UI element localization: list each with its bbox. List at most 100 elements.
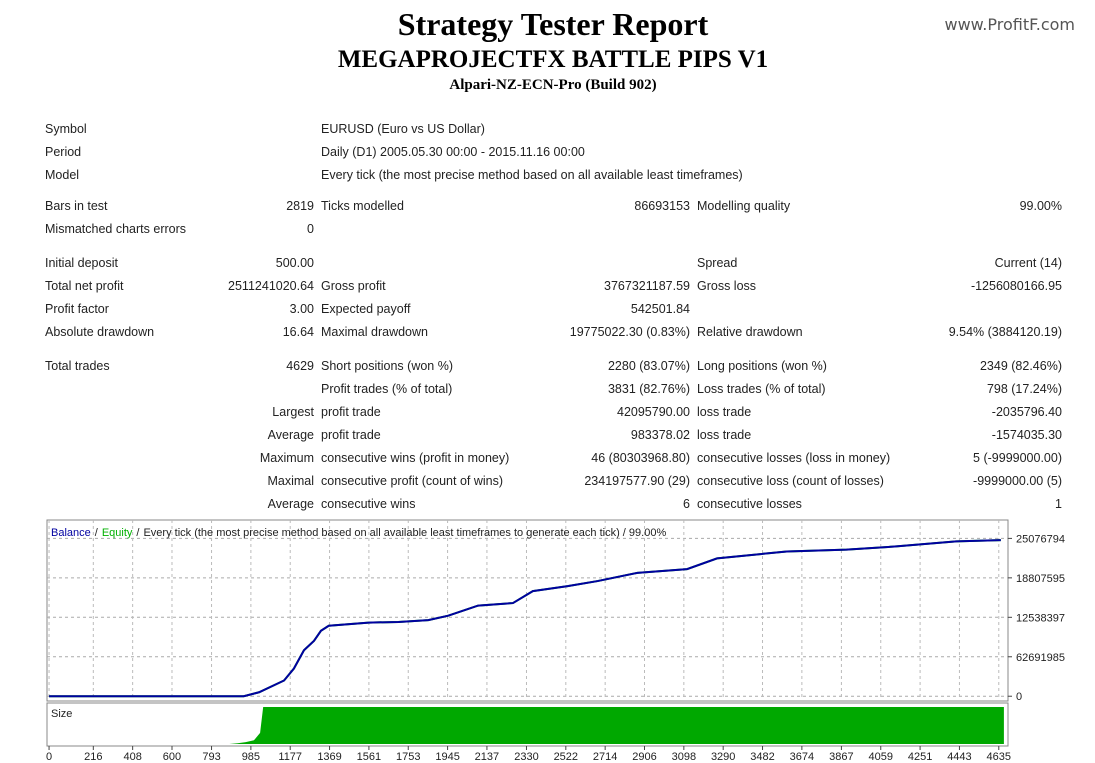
table-cell: 3831 (82.76%) xyxy=(608,382,690,396)
table-cell: -1256080166.95 xyxy=(971,279,1062,293)
table-cell: Profit factor xyxy=(45,302,109,316)
x-tick-label: 2714 xyxy=(593,751,617,763)
x-tick-label: 1753 xyxy=(396,751,420,763)
table-cell: 6 xyxy=(683,497,690,511)
table-cell: consecutive losses (loss in money) xyxy=(697,451,890,465)
x-tick-label: 3482 xyxy=(750,751,774,763)
table-cell: Absolute drawdown xyxy=(45,325,154,339)
table-cell: Largest xyxy=(272,405,314,419)
table-cell: Maximal drawdown xyxy=(321,325,428,339)
x-tick-label: 3098 xyxy=(672,751,696,763)
table-cell: Bars in test xyxy=(45,199,108,213)
table-cell: 3767321187.59 xyxy=(604,279,690,293)
legend-entry: Equity xyxy=(102,527,133,539)
table-cell: -2035796.40 xyxy=(992,405,1062,419)
report-title: Strategy Tester Report xyxy=(398,6,709,42)
x-tick-label: 2330 xyxy=(514,751,538,763)
table-cell: Average xyxy=(268,497,314,511)
table-cell: loss trade xyxy=(697,428,751,442)
table-cell: -1574035.30 xyxy=(992,428,1062,442)
x-tick-label: 985 xyxy=(242,751,260,763)
table-cell: consecutive losses xyxy=(697,497,802,511)
table-cell: Spread xyxy=(697,256,737,270)
table-cell: 46 (80303968.80) xyxy=(591,451,690,465)
table-cell: consecutive profit (count of wins) xyxy=(321,474,503,488)
table-cell: Ticks modelled xyxy=(321,199,404,213)
table-cell: Symbol xyxy=(45,122,87,136)
table-cell: Period xyxy=(45,145,81,159)
chart-panel xyxy=(46,519,1009,702)
x-tick-label: 2522 xyxy=(554,751,578,763)
table-cell: Modelling quality xyxy=(697,199,791,213)
y-tick-label: 12538397 xyxy=(1016,612,1065,624)
table-cell: profit trade xyxy=(321,405,381,419)
table-cell: consecutive wins (profit in money) xyxy=(321,451,509,465)
table-cell: Expected payoff xyxy=(321,302,411,316)
table-cell: Gross loss xyxy=(697,279,756,293)
table-cell: Total trades xyxy=(45,359,110,373)
y-tick-label: 0 xyxy=(1016,691,1022,703)
table-cell: loss trade xyxy=(697,405,751,419)
table-cell: Loss trades (% of total) xyxy=(697,382,826,396)
size-area xyxy=(49,707,1004,744)
x-tick-label: 4635 xyxy=(987,751,1011,763)
x-tick-label: 2906 xyxy=(632,751,656,763)
table-cell: 234197577.90 (29) xyxy=(584,474,690,488)
table-cell: Initial deposit xyxy=(45,256,118,270)
table-cell: 99.00% xyxy=(1020,199,1062,213)
table-cell: 16.64 xyxy=(283,325,314,339)
table-cell: Average xyxy=(268,428,314,442)
y-tick-label: 62691985 xyxy=(1016,652,1065,664)
table-cell: Gross profit xyxy=(321,279,386,293)
table-cell: 0 xyxy=(307,222,314,236)
size-label: Size xyxy=(51,708,72,720)
x-tick-label: 3867 xyxy=(829,751,853,763)
x-tick-label: 1369 xyxy=(317,751,341,763)
table-cell: 86693153 xyxy=(634,199,690,213)
table-cell: EURUSD (Euro vs US Dollar) xyxy=(321,122,485,136)
x-tick-label: 3674 xyxy=(790,751,814,763)
legend-separator: / xyxy=(95,527,99,539)
watermark: www.ProfitF.com xyxy=(945,15,1076,34)
legend-entry: Balance xyxy=(51,527,91,539)
table-cell: 1 xyxy=(1055,497,1062,511)
table-cell: 3.00 xyxy=(290,302,314,316)
table-cell: profit trade xyxy=(321,428,381,442)
table-cell: Mismatched charts errors xyxy=(45,222,186,236)
table-cell: 542501.84 xyxy=(631,302,690,316)
table-cell: Current (14) xyxy=(995,256,1062,270)
table-cell: Total net profit xyxy=(45,279,124,293)
table-cell: 500.00 xyxy=(276,256,314,270)
y-tick-label: 25076794 xyxy=(1016,533,1065,545)
series-line xyxy=(49,539,1001,698)
table-cell: 2819 xyxy=(286,199,314,213)
x-tick-label: 1561 xyxy=(357,751,381,763)
table-cell: 5 (-9999000.00) xyxy=(973,451,1062,465)
legend: Balance / Equity / Every tick (the most prec… xyxy=(51,527,666,539)
legend-description: Every tick (the most precise method base… xyxy=(143,527,666,539)
table-cell: 798 (17.24%) xyxy=(987,382,1062,396)
expert-name: MEGAPROJECTFX BATTLE PIPS V1 xyxy=(338,46,768,73)
server-name: Alpari-NZ-ECN-Pro (Build 902) xyxy=(449,77,656,93)
table-cell: Profit trades (% of total) xyxy=(321,382,452,396)
x-tick-label: 2137 xyxy=(475,751,499,763)
x-tick-label: 4059 xyxy=(869,751,893,763)
table-cell: Short positions (won %) xyxy=(321,359,453,373)
table-cell: 42095790.00 xyxy=(617,405,690,419)
x-tick-label: 4443 xyxy=(947,751,971,763)
table-cell: Maximal xyxy=(267,474,314,488)
table-cell: Model xyxy=(45,168,79,182)
x-tick-label: 0 xyxy=(46,751,52,763)
y-tick-label: 18807595 xyxy=(1016,573,1065,585)
table-cell: 2280 (83.07%) xyxy=(608,359,690,373)
legend-separator: / xyxy=(136,527,140,539)
x-tick-label: 3290 xyxy=(711,751,735,763)
table-cell: 9.54% (3884120.19) xyxy=(949,325,1062,339)
table-cell: Maximum xyxy=(260,451,314,465)
x-tick-label: 793 xyxy=(202,751,220,763)
table-cell: 19775022.30 (0.83%) xyxy=(570,325,690,339)
table-cell: 2349 (82.46%) xyxy=(980,359,1062,373)
table-cell: Every tick (the most precise method base… xyxy=(321,168,743,182)
